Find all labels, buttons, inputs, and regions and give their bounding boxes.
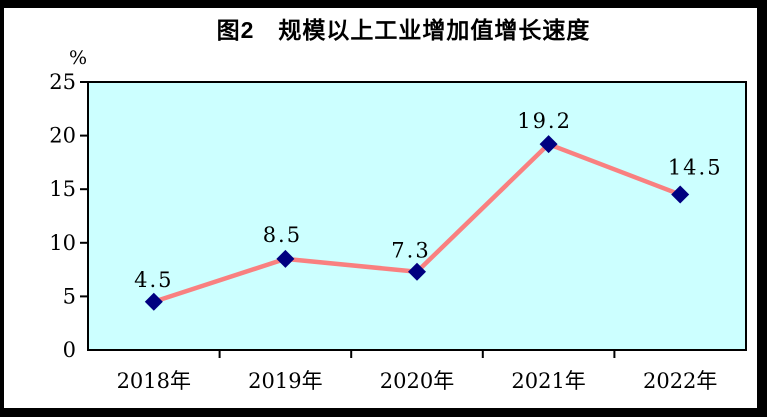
x-tick-label: 2022年 <box>643 369 717 393</box>
data-label: 14.5 <box>668 156 723 180</box>
y-tick-label: 15 <box>49 177 76 201</box>
x-tick-label: 2018年 <box>117 369 191 393</box>
data-label: 4.5 <box>134 268 173 292</box>
plot-area <box>87 81 747 351</box>
data-point-marker <box>539 135 558 154</box>
data-point-marker <box>144 292 163 311</box>
y-tick-label: 10 <box>49 231 76 255</box>
y-tick-label: 5 <box>63 284 76 308</box>
x-tick-label: 2021年 <box>511 369 585 393</box>
data-label: 8.5 <box>263 223 302 247</box>
data-label: 19.2 <box>517 109 572 133</box>
data-point-marker <box>408 262 426 281</box>
y-tick-label: 20 <box>49 124 76 148</box>
chart-title: 图2 规模以上工业增加值增长速度 <box>216 17 591 43</box>
data-point-marker <box>276 249 295 268</box>
x-tick-label: 2019年 <box>248 369 322 393</box>
data-label: 7.3 <box>391 239 430 263</box>
y-tick-label: 0 <box>63 338 76 362</box>
y-axis-unit-label: % <box>69 47 87 69</box>
x-tick-label: 2020年 <box>380 369 454 393</box>
y-tick-label: 25 <box>49 70 76 94</box>
data-point-marker <box>671 185 690 204</box>
line-chart: % 0 5 10 15 20 25 2018年 2019年 2020年 2021年 2022年 4.5… <box>49 47 747 393</box>
